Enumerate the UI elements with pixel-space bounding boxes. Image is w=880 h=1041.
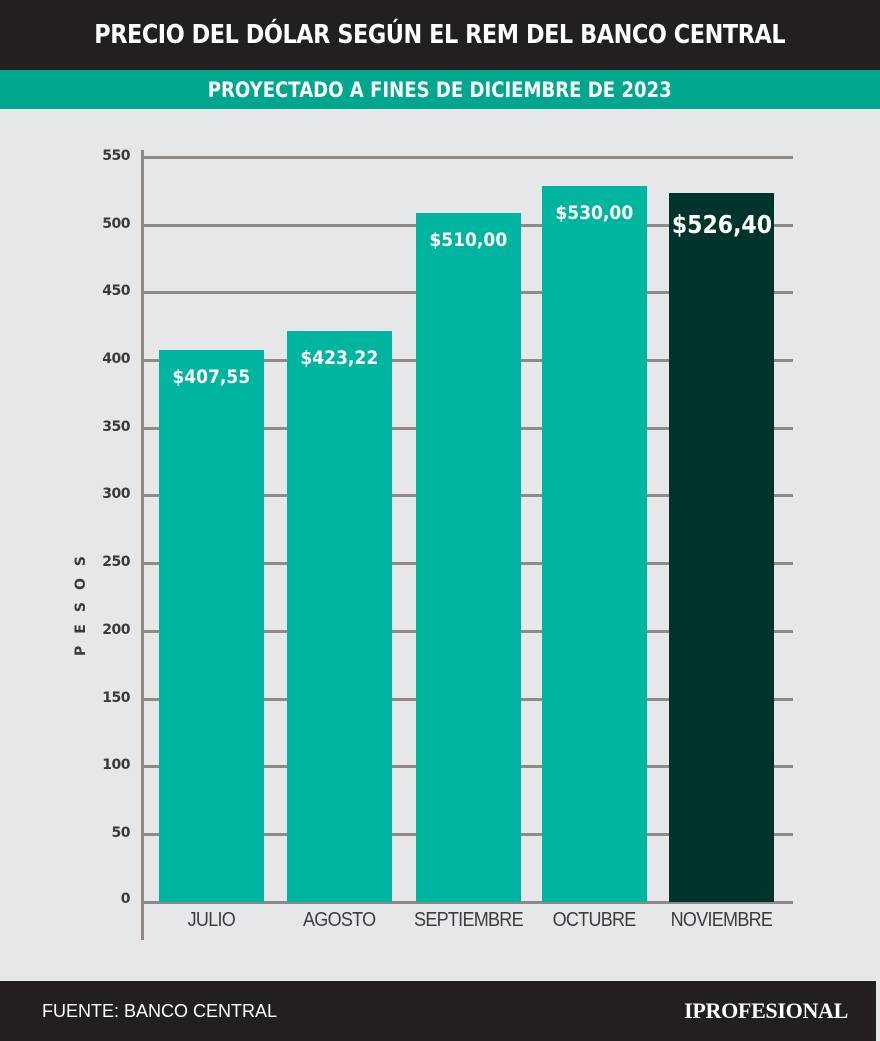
- chart-subtitle: PROYECTADO A FINES DE DICIEMBRE DE 2023: [208, 77, 672, 102]
- y-tick-350: 350: [102, 419, 130, 435]
- baseline-0: [143, 901, 793, 904]
- bar-value-label: $423,22: [300, 347, 379, 369]
- y-tick-400: 400: [102, 351, 130, 367]
- bar-septiembre: $510,00: [416, 213, 521, 902]
- y-tick-0: 0: [120, 891, 131, 907]
- bar-octubre: $530,00: [542, 186, 647, 902]
- bar-julio: $407,55: [159, 350, 264, 902]
- bar-value-label: $530,00: [555, 202, 634, 224]
- x-label-julio: JULIO: [187, 909, 235, 931]
- y-tick-450: 450: [102, 283, 130, 299]
- y-tick-550: 550: [102, 148, 130, 164]
- y-tick-200: 200: [102, 622, 130, 638]
- bar-agosto: $423,22: [287, 331, 392, 902]
- x-label-septiembre: SEPTIEMBRE: [413, 909, 524, 931]
- right-edge-strip: [876, 109, 880, 1041]
- chart-title-bar: PRECIO DEL DÓLAR SEGÚN EL REM DEL BANCO …: [0, 0, 880, 70]
- gridline-550: [143, 156, 793, 159]
- y-tick-250: 250: [102, 554, 130, 570]
- x-label-noviembre: NOVIEMBRE: [670, 909, 772, 931]
- brand-logo: IPROFESIONAL: [684, 998, 848, 1023]
- bar-value-label: $510,00: [429, 229, 508, 251]
- chart-title: PRECIO DEL DÓLAR SEGÚN EL REM DEL BANCO …: [94, 20, 786, 50]
- x-label-octubre: OCTUBRE: [552, 909, 637, 931]
- x-label-agosto: AGOSTO: [302, 909, 376, 931]
- y-tick-100: 100: [102, 757, 130, 773]
- bar-value-label: $526,40: [671, 210, 772, 239]
- chart-subtitle-bar: PROYECTADO A FINES DE DICIEMBRE DE 2023: [0, 70, 880, 109]
- y-tick-150: 150: [102, 690, 130, 706]
- bar-noviembre: $526,40: [669, 193, 774, 902]
- y-tick-50: 50: [111, 825, 131, 841]
- bar-value-label: $407,55: [172, 366, 251, 388]
- source-note: FUENTE: BANCO CENTRAL: [42, 1000, 278, 1021]
- footer-bar: FUENTE: BANCO CENTRAL IPROFESIONAL: [0, 981, 880, 1041]
- y-tick-300: 300: [102, 486, 130, 502]
- y-tick-500: 500: [102, 216, 130, 232]
- y-axis-line: [141, 150, 144, 940]
